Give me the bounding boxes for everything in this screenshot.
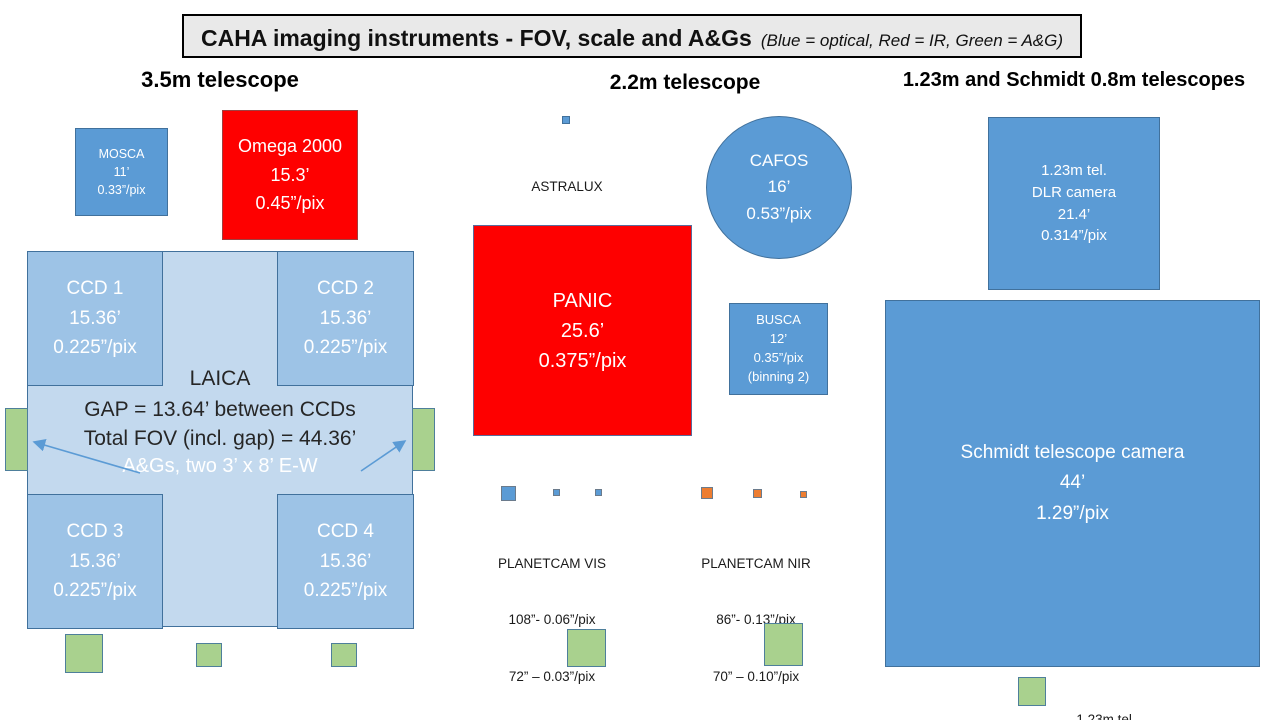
schmidt-scale: 1.29”/pix [1036, 502, 1109, 524]
carmenes-ag-label: CARMENES A&G 3’ [149, 672, 269, 720]
planetcam-vis-marker-small [595, 489, 602, 496]
ccd4-fov: 15.36’ [319, 550, 372, 572]
busca-scale: 0.35”/pix [753, 350, 804, 365]
laica-ag-tab-west [5, 408, 28, 471]
cafos-fov-circle: CAFOS 16’ 0.53”/pix [706, 116, 852, 259]
laica-ags-note: A&Gs, two 3’ x 8’ E-W [122, 455, 318, 477]
ccd2-fov: 15.36’ [319, 307, 372, 329]
mosca-twin-ag-box [65, 634, 103, 673]
mosca-scale: 0.33”/pix [97, 183, 146, 198]
column-heading-3-5m: 3.5m telescope [141, 67, 299, 92]
laica-fov-box: CCD 1 15.36’ 0.225”/pix CCD 2 15.36’ 0.2… [27, 251, 414, 629]
busca-ag-label: BUSCA A&G 4.7’ x 6’ [703, 672, 863, 720]
laica-ccd4-box: CCD 4 15.36’ 0.225”/pix [277, 494, 414, 629]
planetcam-nir-marker-medium [753, 489, 762, 498]
ccd2-name: CCD 2 [316, 278, 374, 300]
laica-ccd1-box: CCD 1 15.36’ 0.225”/pix [27, 251, 163, 386]
busca-name: BUSCA [756, 312, 801, 328]
slide-title: CAHA imaging instruments - FOV, scale an… [200, 25, 752, 51]
planetcam-nir-marker-small [800, 491, 807, 498]
ccd3-fov: 15.36’ [69, 550, 121, 572]
column-heading-1-23m-schmidt: 1.23m and Schmidt 0.8m telescopes [902, 69, 1246, 91]
pmas-ag-name: PMAS [284, 715, 404, 720]
omega2000-fov-box: Omega 2000 15.3’ 0.45”/pix [222, 110, 358, 240]
busca-fov-box: BUSCA 12’ 0.35”/pix (binning 2) [729, 303, 828, 395]
planetcam-nir-mode2: 70” – 0.10”/pix [712, 669, 800, 685]
omega2000-name: Omega 2000 [237, 135, 343, 156]
panic-fov-box: PANIC 25.6’ 0.375”/pix [473, 225, 692, 436]
tel123-ag-label: 1.23m tel. A&G 4’ [1056, 675, 1156, 720]
dlr-name: DLR camera [1031, 183, 1117, 201]
dlr-scale: 0.314”/pix [1041, 227, 1107, 245]
schmidt-fov: 44’ [1059, 472, 1086, 494]
busca-binning: (binning 2) [747, 368, 810, 384]
ccd4-name: CCD 4 [316, 521, 374, 543]
tel123-ag-box [1018, 677, 1046, 706]
astralux-fov-marker [562, 116, 570, 124]
planetcam-nir-label: PLANETCAM NIR 86”- 0.13”/pix 70” – 0.10”… [695, 517, 817, 720]
tel123-ag-name: 1.23m tel. [1076, 712, 1136, 720]
panic-scale: 0.375”/pix [538, 349, 627, 372]
ccd2-scale: 0.225”/pix [303, 337, 388, 359]
carmenes-ag-name: CARMENES [149, 715, 269, 720]
column-heading-2-2m: 2.2m telescope [609, 71, 761, 94]
planetcam-vis-marker-large [501, 486, 516, 501]
slide-title-bar: CAHA imaging instruments - FOV, scale an… [182, 14, 1082, 58]
cafos-name: CAFOS [749, 150, 809, 170]
laica-ccd3-box: CCD 3 15.36’ 0.225”/pix [27, 494, 163, 629]
astralux-name: ASTRALUX [531, 179, 603, 195]
cafos-fov: 16’ [767, 177, 791, 197]
cafos-cafe-astralux-ag-box [567, 629, 606, 667]
mosca-fov-box: MOSCA 11’ 0.33”/pix [75, 128, 168, 216]
panic-fov: 25.6’ [560, 319, 605, 342]
mosca-twin-ag-label: MOSCA/TWIN A&G 5’ [24, 676, 144, 720]
planetcam-vis-marker-medium [553, 489, 560, 496]
planetcam-vis-mode2: 72” – 0.03”/pix [508, 669, 596, 685]
mosca-name: MOSCA [98, 146, 145, 161]
cafos-cafe-astralux-ag-label: CAFOS/CAFÉ/ASTRALUX A&G 5’ [491, 678, 681, 720]
dlr-fov: 21.4’ [1057, 205, 1091, 223]
color-legend: (Blue = optical, Red = IR, Green = A&G) [760, 31, 1064, 50]
cafos-scale: 0.53”/pix [746, 203, 812, 223]
ccd1-scale: 0.225”/pix [53, 337, 137, 359]
ccd3-scale: 0.225”/pix [53, 580, 137, 602]
laica-ccd2-box: CCD 2 15.36’ 0.225”/pix [277, 251, 414, 386]
dlr-telescope: 1.23m tel. [1041, 162, 1107, 179]
ccd3-name: CCD 3 [66, 521, 124, 543]
ccd1-name: CCD 1 [66, 278, 124, 300]
pmas-ag-label: PMAS A&G 3.4’ [284, 672, 404, 720]
ccd4-scale: 0.225”/pix [303, 580, 388, 602]
laica-gap-note: GAP = 13.64’ between CCDs [84, 398, 356, 421]
omega2000-scale: 0.45”/pix [255, 193, 325, 214]
laica-name: LAICA [189, 367, 251, 390]
planetcam-vis-mode1: 108”- 0.06”/pix [508, 612, 596, 628]
panic-name: PANIC [552, 289, 613, 312]
ccd1-fov: 15.36’ [69, 307, 121, 329]
laica-ag-tab-east [412, 408, 435, 471]
pmas-ag-box [331, 643, 357, 667]
omega2000-fov: 15.3’ [270, 164, 310, 185]
dlr-camera-fov-box: 1.23m tel. DLR camera 21.4’ 0.314”/pix [988, 117, 1160, 290]
planetcam-nir-marker-large [701, 487, 713, 499]
carmenes-ag-box [196, 643, 222, 667]
planetcam-nir-name: PLANETCAM NIR [701, 555, 811, 571]
busca-ag-name: BUSCA [703, 715, 863, 720]
mosca-fov: 11’ [113, 164, 130, 179]
busca-ag-box [764, 623, 803, 666]
schmidt-camera-fov-box: Schmidt telescope camera 44’ 1.29”/pix [885, 300, 1260, 667]
busca-fov: 12’ [769, 331, 788, 347]
laica-total-fov-note: Total FOV (incl. gap) = 44.36’ [83, 427, 357, 450]
planetcam-vis-name: PLANETCAM VIS [497, 555, 607, 571]
schmidt-name: Schmidt telescope camera [960, 441, 1185, 463]
planetcam-vis-label: PLANETCAM VIS 108”- 0.06”/pix 72” – 0.03… [491, 517, 613, 720]
